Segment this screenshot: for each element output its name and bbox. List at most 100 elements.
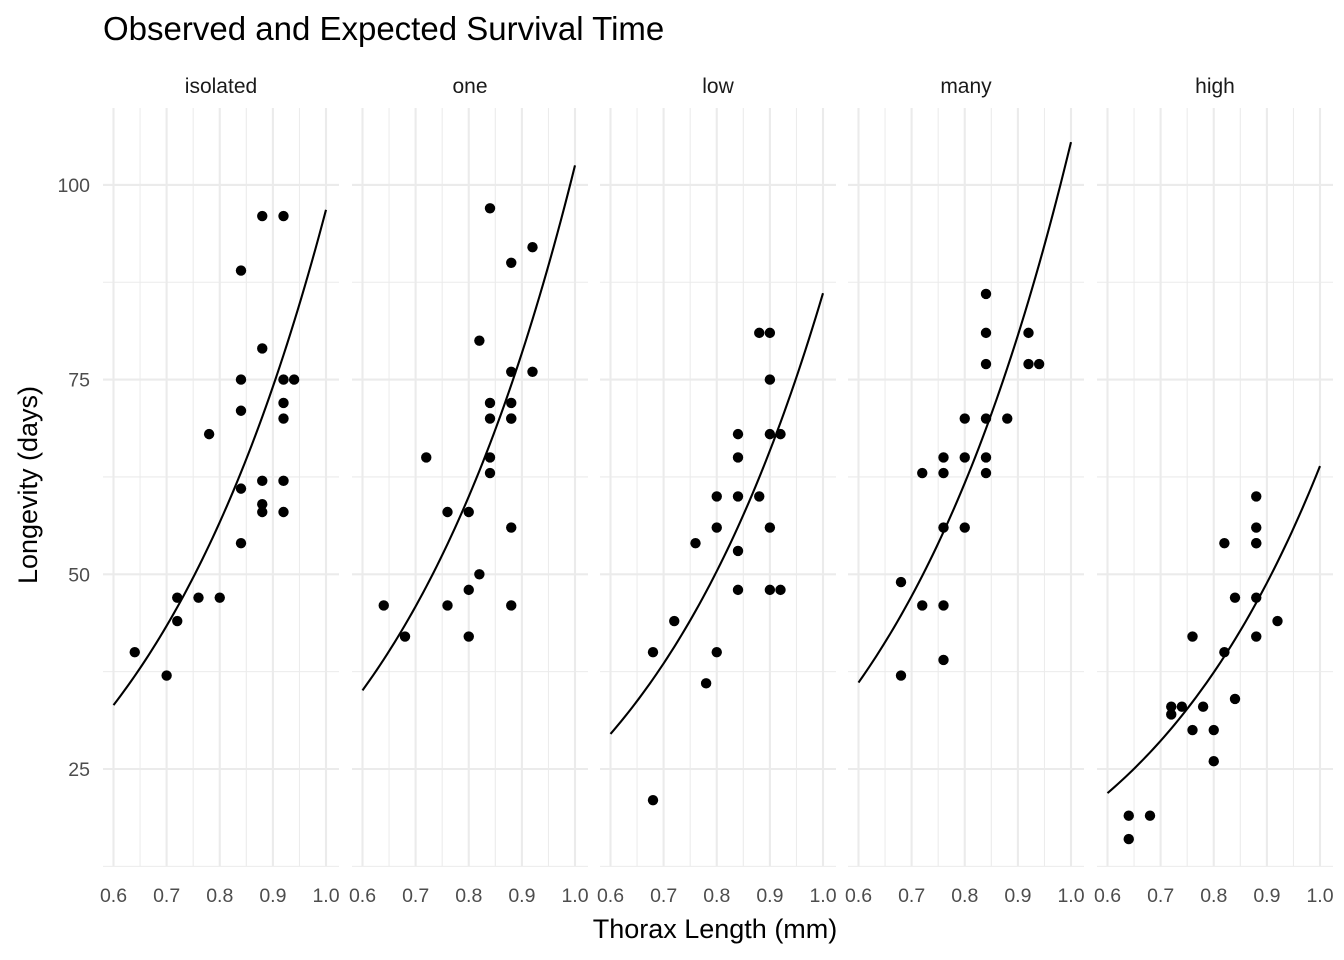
data-point (278, 397, 289, 409)
data-point (700, 678, 712, 689)
data-point (1251, 631, 1262, 642)
data-point (1229, 693, 1241, 705)
data-point (980, 467, 992, 479)
data-point (647, 794, 659, 806)
data-point (1251, 522, 1262, 533)
data-point (506, 413, 517, 424)
data-point (732, 452, 744, 463)
data-point (1166, 701, 1177, 712)
data-point (442, 600, 453, 611)
facet-panel-one: one 0.6 0.7 0.8 0.9 1.0 (349, 75, 589, 907)
data-point (474, 335, 485, 346)
data-point (775, 428, 786, 440)
data-point (690, 537, 701, 549)
data-point (980, 327, 992, 339)
data-point (129, 646, 140, 658)
data-point (506, 522, 517, 533)
data-point (895, 670, 907, 681)
expected-curve (361, 165, 577, 691)
x-tick-label: 0.8 (455, 885, 482, 907)
data-point (1251, 491, 1262, 502)
data-point (938, 452, 949, 463)
data-point (463, 584, 474, 596)
data-point (917, 467, 928, 479)
data-point (257, 506, 268, 518)
data-point (732, 545, 744, 557)
data-point (235, 265, 247, 276)
x-tick-label: 0.8 (951, 885, 978, 907)
data-point (980, 288, 992, 300)
x-tick-label: 1.0 (312, 885, 339, 907)
x-tick-label: 0.7 (650, 885, 677, 907)
data-point (938, 467, 949, 479)
data-point (474, 569, 485, 580)
y-tick-label: 25 (68, 759, 90, 781)
data-point (278, 413, 289, 424)
data-point (399, 631, 411, 642)
data-point (1123, 810, 1134, 821)
x-tick-label: 0.7 (153, 885, 180, 907)
x-tick-label: 0.9 (259, 885, 286, 907)
expected-curve (1106, 465, 1321, 794)
data-point (775, 584, 786, 596)
facet-strip-label: high (1195, 75, 1235, 98)
data-point (257, 210, 268, 222)
data-point (463, 631, 474, 642)
x-tick-label: 0.6 (100, 885, 127, 907)
facet-panel-isolated: isolated 0.6 0.7 0.8 0.9 1.0 (100, 75, 340, 907)
x-tick-label: 1.0 (809, 885, 836, 907)
x-tick-label: 0.9 (756, 885, 783, 907)
data-point (161, 670, 172, 681)
data-point (1123, 833, 1134, 845)
x-tick-label: 0.7 (402, 885, 429, 907)
data-point (278, 506, 289, 518)
x-tick-label: 1.0 (1057, 885, 1084, 907)
facet-panel-high: high 0.6 0.7 0.8 0.9 1.0 (1094, 75, 1334, 907)
data-point (1251, 537, 1262, 549)
expected-curve (609, 292, 825, 735)
x-tick-label: 0.6 (349, 885, 376, 907)
data-point (1144, 810, 1156, 821)
data-point (235, 405, 247, 416)
data-point (764, 522, 776, 533)
data-point (506, 257, 517, 268)
facet-panel-many: many 0.6 0.7 0.8 0.9 1.0 (845, 75, 1085, 907)
facet-strip-label: low (702, 75, 734, 98)
y-tick-label: 75 (68, 370, 90, 392)
data-point (895, 576, 907, 588)
x-tick-label: 0.6 (1094, 885, 1121, 907)
data-point (711, 522, 722, 533)
data-point (484, 413, 496, 424)
data-point (711, 646, 722, 658)
data-point (764, 584, 776, 596)
chart-title: Observed and Expected Survival Time (103, 10, 664, 47)
x-tick-label: 0.9 (1004, 885, 1031, 907)
data-point (1219, 646, 1230, 658)
x-tick-label: 0.8 (1200, 885, 1227, 907)
data-point (764, 374, 776, 385)
data-point (214, 592, 225, 603)
data-point (732, 584, 744, 596)
data-point (754, 327, 765, 339)
data-point (203, 428, 215, 440)
x-tick-label: 0.8 (206, 885, 233, 907)
facet-panel-low: low 0.6 0.7 0.8 0.9 1.0 (597, 75, 837, 907)
data-point (235, 483, 247, 494)
data-point (235, 537, 247, 549)
data-point (278, 374, 289, 385)
data-point (506, 397, 517, 409)
y-axis-label: Longevity (days) (13, 386, 43, 584)
data-point (1272, 615, 1283, 627)
y-axis-ticks: 25 50 75 100 (57, 175, 90, 781)
data-point (235, 374, 247, 385)
expected-curve (112, 209, 328, 706)
data-point (938, 522, 949, 533)
data-point (484, 452, 496, 463)
data-point (732, 491, 744, 502)
data-point (278, 475, 289, 487)
data-point (959, 413, 970, 424)
data-point (669, 615, 680, 627)
x-tick-label: 1.0 (561, 885, 588, 907)
data-point (257, 475, 268, 487)
facet-strip-label: isolated (185, 75, 257, 98)
